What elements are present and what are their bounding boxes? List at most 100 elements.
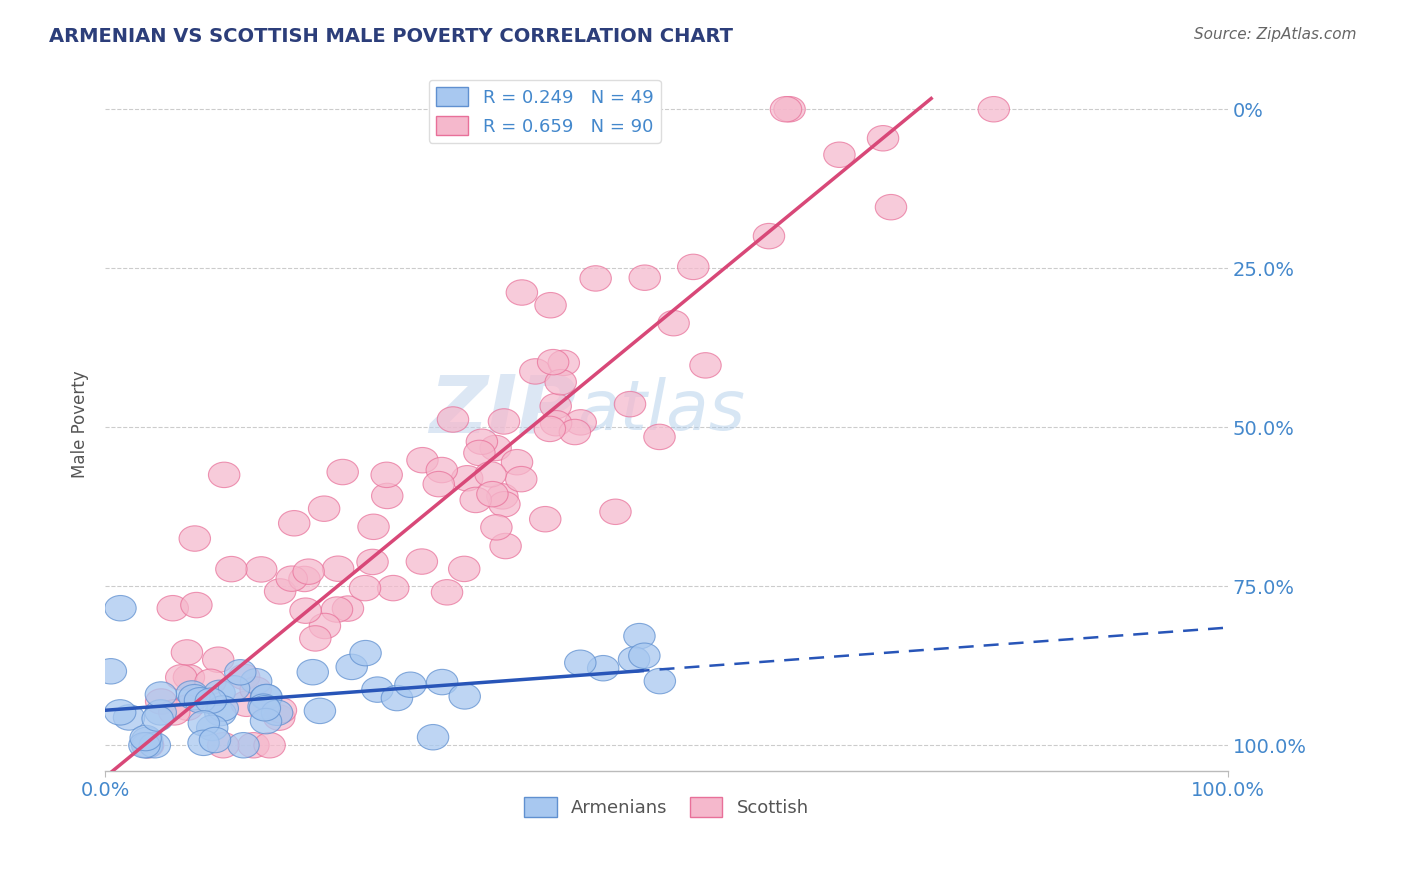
Ellipse shape xyxy=(184,688,215,713)
Ellipse shape xyxy=(240,668,271,694)
Ellipse shape xyxy=(678,254,709,279)
Ellipse shape xyxy=(628,265,661,291)
Ellipse shape xyxy=(240,677,271,702)
Ellipse shape xyxy=(328,459,359,484)
Ellipse shape xyxy=(332,596,364,622)
Ellipse shape xyxy=(565,650,596,675)
Ellipse shape xyxy=(644,668,675,694)
Ellipse shape xyxy=(349,575,381,601)
Ellipse shape xyxy=(179,684,209,710)
Ellipse shape xyxy=(614,392,645,417)
Ellipse shape xyxy=(824,142,855,168)
Ellipse shape xyxy=(371,483,404,508)
Ellipse shape xyxy=(322,597,353,623)
Ellipse shape xyxy=(336,654,367,680)
Ellipse shape xyxy=(247,694,280,719)
Ellipse shape xyxy=(173,665,205,690)
Ellipse shape xyxy=(876,194,907,220)
Ellipse shape xyxy=(129,725,162,751)
Ellipse shape xyxy=(502,450,533,475)
Ellipse shape xyxy=(297,659,329,685)
Ellipse shape xyxy=(406,549,437,574)
Ellipse shape xyxy=(381,685,412,711)
Ellipse shape xyxy=(624,624,655,648)
Ellipse shape xyxy=(357,514,389,540)
Ellipse shape xyxy=(565,409,596,435)
Ellipse shape xyxy=(250,684,281,710)
Ellipse shape xyxy=(451,466,482,491)
Ellipse shape xyxy=(770,96,801,122)
Ellipse shape xyxy=(460,487,492,513)
Ellipse shape xyxy=(423,471,454,497)
Y-axis label: Male Poverty: Male Poverty xyxy=(72,370,89,478)
Ellipse shape xyxy=(176,681,208,706)
Ellipse shape xyxy=(540,393,571,419)
Ellipse shape xyxy=(357,549,388,574)
Ellipse shape xyxy=(225,659,256,685)
Ellipse shape xyxy=(475,462,506,487)
Ellipse shape xyxy=(264,579,295,604)
Ellipse shape xyxy=(600,499,631,524)
Ellipse shape xyxy=(690,352,721,378)
Ellipse shape xyxy=(250,684,283,710)
Ellipse shape xyxy=(464,441,495,466)
Ellipse shape xyxy=(449,557,479,582)
Ellipse shape xyxy=(246,557,277,582)
Ellipse shape xyxy=(266,698,297,723)
Ellipse shape xyxy=(546,369,576,395)
Ellipse shape xyxy=(290,598,321,624)
Ellipse shape xyxy=(142,706,173,731)
Ellipse shape xyxy=(208,462,240,488)
Ellipse shape xyxy=(534,293,567,318)
Ellipse shape xyxy=(426,669,458,695)
Ellipse shape xyxy=(350,640,381,665)
Ellipse shape xyxy=(157,596,188,621)
Ellipse shape xyxy=(231,691,262,716)
Ellipse shape xyxy=(309,614,340,639)
Ellipse shape xyxy=(195,688,226,714)
Ellipse shape xyxy=(159,699,190,725)
Ellipse shape xyxy=(254,732,285,758)
Text: Source: ZipAtlas.com: Source: ZipAtlas.com xyxy=(1194,27,1357,42)
Ellipse shape xyxy=(172,640,202,665)
Ellipse shape xyxy=(308,496,340,522)
Ellipse shape xyxy=(537,350,569,375)
Ellipse shape xyxy=(395,672,426,698)
Ellipse shape xyxy=(520,359,551,384)
Ellipse shape xyxy=(588,656,619,681)
Ellipse shape xyxy=(250,708,281,734)
Ellipse shape xyxy=(278,510,309,536)
Ellipse shape xyxy=(540,410,572,436)
Legend: Armenians, Scottish: Armenians, Scottish xyxy=(517,789,815,824)
Ellipse shape xyxy=(406,448,439,473)
Ellipse shape xyxy=(208,732,239,758)
Ellipse shape xyxy=(548,351,579,376)
Ellipse shape xyxy=(179,525,211,551)
Ellipse shape xyxy=(276,566,308,591)
Ellipse shape xyxy=(218,675,250,701)
Ellipse shape xyxy=(188,731,219,756)
Ellipse shape xyxy=(322,556,354,582)
Ellipse shape xyxy=(979,96,1010,122)
Ellipse shape xyxy=(477,482,508,507)
Ellipse shape xyxy=(361,677,394,702)
Ellipse shape xyxy=(114,705,145,731)
Ellipse shape xyxy=(204,680,235,706)
Ellipse shape xyxy=(263,705,295,731)
Text: ARMENIAN VS SCOTTISH MALE POVERTY CORRELATION CHART: ARMENIAN VS SCOTTISH MALE POVERTY CORREL… xyxy=(49,27,733,45)
Ellipse shape xyxy=(288,566,321,591)
Ellipse shape xyxy=(506,467,537,491)
Ellipse shape xyxy=(628,643,659,668)
Ellipse shape xyxy=(131,727,163,753)
Ellipse shape xyxy=(228,665,260,690)
Ellipse shape xyxy=(129,732,160,758)
Ellipse shape xyxy=(96,658,127,684)
Ellipse shape xyxy=(377,575,409,601)
Ellipse shape xyxy=(166,665,197,690)
Ellipse shape xyxy=(489,491,520,517)
Ellipse shape xyxy=(432,580,463,605)
Ellipse shape xyxy=(181,592,212,618)
Ellipse shape xyxy=(534,417,565,442)
Ellipse shape xyxy=(506,280,537,305)
Ellipse shape xyxy=(262,700,292,725)
